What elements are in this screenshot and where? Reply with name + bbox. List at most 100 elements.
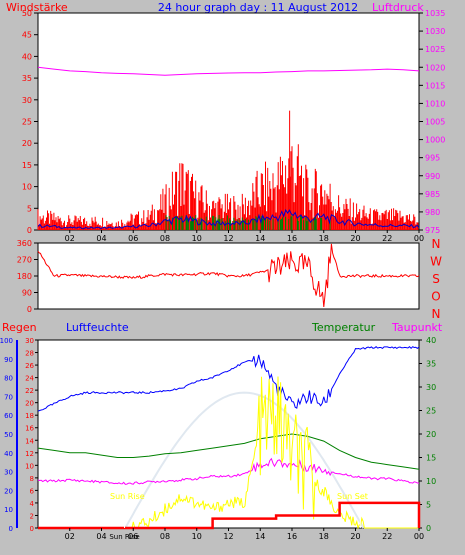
- temperature-line: [37, 433, 420, 470]
- time-axis-tick-label: 00: [414, 532, 424, 541]
- rain-axis-tick-label: 14: [25, 437, 34, 445]
- luftfeuchte-label: Luftfeuchte: [66, 321, 129, 334]
- time-axis-tick-label: 02: [65, 234, 75, 243]
- humidity-axis-tick-label: 90: [4, 356, 13, 364]
- regen-label: Regen: [2, 321, 37, 334]
- rain-axis-tick-label: 10: [25, 462, 34, 470]
- pressure-axis-tick-label: 980: [425, 208, 440, 217]
- wind-panel: [37, 12, 420, 231]
- wind-axis-tick-label: 50: [22, 9, 32, 18]
- humidity-axis-tick-label: 30: [4, 469, 13, 477]
- wind-axis-tick-label: 15: [22, 161, 32, 170]
- time-axis-tick-label: 04: [96, 532, 106, 541]
- wind-axis-tick-label: 45: [22, 31, 32, 40]
- humidity-axis-tick-label: 70: [4, 393, 13, 401]
- rain-axis-tick-label: 12: [25, 450, 34, 458]
- time-axis-tick-label: 12: [223, 234, 233, 243]
- windstaerke-label: Windstärke: [6, 1, 68, 14]
- dewpoint-line: [37, 457, 420, 485]
- pressure-line: [37, 66, 420, 76]
- time-axis-tick-label: 22: [382, 532, 392, 541]
- temperature-axis-tick-label: 0: [426, 524, 431, 533]
- rain-axis-tick-label: 28: [25, 350, 34, 358]
- sun-set-label: Sun Set: [337, 492, 368, 501]
- rain-axis-tick-label: 2: [30, 512, 34, 520]
- time-axis-tick-label: 10: [192, 532, 202, 541]
- temperature-axis-tick-label: 5: [426, 501, 431, 510]
- pressure-axis-tick-label: 985: [425, 190, 440, 199]
- wind-average-line: [37, 208, 420, 230]
- wind-axis-tick-label: 30: [22, 96, 32, 105]
- time-axis-tick-label: 14: [255, 532, 265, 541]
- pressure-axis-tick-label: 1010: [425, 99, 445, 108]
- direction-axis-tick-label: 0: [27, 305, 32, 314]
- direction-axis-tick-label: 270: [17, 256, 32, 265]
- pressure-axis-tick-label: 1030: [425, 27, 445, 36]
- wind-axis-tick-label: 40: [22, 52, 32, 61]
- wind-axis-tick-label: 25: [22, 118, 32, 127]
- time-axis-tick-label: 08: [160, 532, 170, 541]
- time-axis-tick-label: 02: [65, 532, 75, 541]
- time-axis-tick-label: 16: [287, 234, 297, 243]
- time-axis-tick-label: 20: [350, 532, 360, 541]
- time-axis-tick-label: 16: [287, 532, 297, 541]
- humidity-line: [37, 346, 420, 412]
- temperature-axis-tick-label: 15: [426, 454, 436, 463]
- time-axis-tick-label: 06: [128, 532, 138, 541]
- time-axis-tick-label: 20: [350, 234, 360, 243]
- rain-axis-tick-label: 4: [30, 500, 35, 508]
- humidity-axis-tick-label: 20: [4, 487, 13, 495]
- rain-axis-tick-label: 22: [25, 387, 34, 395]
- time-axis-tick-label: 14: [255, 234, 265, 243]
- time-axis-tick-label: 00: [414, 234, 424, 243]
- compass-label: N: [432, 307, 441, 321]
- luftdruck-label: Luftdruck: [372, 1, 424, 14]
- humidity-axis-tick-label: 0: [9, 525, 13, 533]
- temperature-axis-tick-label: 25: [426, 407, 436, 416]
- rain-axis-tick-label: 24: [25, 375, 34, 383]
- rain-axis-tick-label: 0: [30, 525, 34, 533]
- rain-line: [38, 501, 421, 530]
- temperature-axis-tick-label: 35: [426, 360, 436, 369]
- time-axis-tick-label: 12: [223, 532, 233, 541]
- taupunkt-label: Taupunkt: [391, 321, 443, 334]
- time-axis-tick-label: 04: [96, 234, 106, 243]
- temperature-axis-tick-label: 10: [426, 477, 436, 486]
- time-axis-tick-label: 18: [319, 532, 329, 541]
- pressure-axis-tick-label: 1005: [425, 118, 445, 127]
- humidity-axis-tick-label: 60: [4, 412, 13, 420]
- wind-axis-tick-label: 5: [27, 204, 32, 213]
- rain-axis-tick-label: 6: [30, 487, 35, 495]
- wind-axis-tick-label: 35: [22, 74, 32, 83]
- time-axis-tick-label: 10: [192, 234, 202, 243]
- rain-axis-tick-label: 26: [25, 362, 34, 370]
- wind-direction-line: [37, 243, 420, 308]
- direction-axis-tick-label: 180: [17, 272, 32, 281]
- pressure-axis-tick-label: 990: [425, 172, 440, 181]
- sun-rise-label: Sun Rise: [110, 492, 145, 501]
- pressure-axis-tick-label: 1000: [425, 136, 445, 145]
- direction-axis-tick-label: 360: [17, 239, 32, 248]
- rain-axis-tick-label: 20: [25, 400, 34, 408]
- solar-potential-curve: [124, 391, 365, 529]
- time-axis-tick-label: 06: [128, 234, 138, 243]
- pressure-axis-tick-label: 975: [425, 226, 440, 235]
- humidity-axis-tick-label: 50: [4, 431, 13, 439]
- temperature-axis-tick-label: 30: [426, 383, 436, 392]
- humidity-axis-tick-label: 100: [0, 337, 13, 345]
- humidity-axis-tick-label: 80: [4, 375, 13, 383]
- temperatur-label: Temperatur: [311, 321, 376, 334]
- humidity-axis-tick-label: 40: [4, 450, 13, 458]
- time-axis-tick-label: 18: [319, 234, 329, 243]
- time-axis-tick-label: 22: [382, 234, 392, 243]
- compass-label: W: [430, 255, 442, 269]
- compass-label: N: [432, 237, 441, 251]
- pressure-axis-tick-label: 995: [425, 154, 440, 163]
- temperature-axis-tick-label: 40: [426, 336, 436, 345]
- wind-axis-tick-label: 10: [22, 183, 32, 192]
- time-axis-tick-label: 08: [160, 234, 170, 243]
- rain-axis-tick-label: 16: [25, 425, 34, 433]
- pressure-axis-tick-label: 1035: [425, 9, 445, 18]
- pressure-axis-tick-label: 1025: [425, 45, 445, 54]
